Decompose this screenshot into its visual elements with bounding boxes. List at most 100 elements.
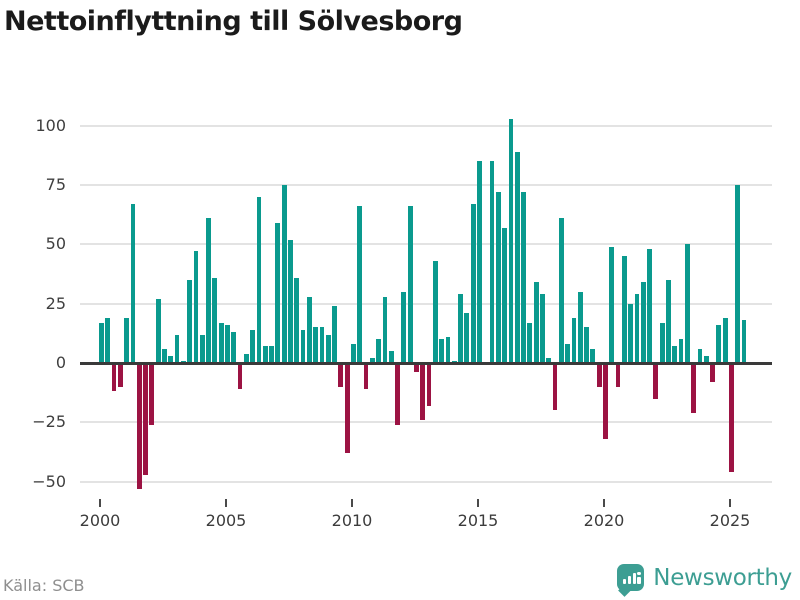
bar <box>105 317 111 363</box>
y-tick-label: −50 <box>32 471 66 491</box>
bar <box>401 291 407 363</box>
bar <box>596 363 602 387</box>
bar <box>577 291 583 363</box>
x-tick-label: 2025 <box>709 511 751 530</box>
bar <box>489 161 495 363</box>
bar <box>609 246 615 363</box>
bar <box>117 363 123 387</box>
bar <box>130 204 136 363</box>
y-tick-label: 0 <box>55 353 66 372</box>
bar <box>149 363 155 425</box>
source-note: Källa: SCB <box>3 576 85 595</box>
bar <box>458 294 463 363</box>
bar <box>640 282 646 363</box>
bar <box>464 313 470 363</box>
bar <box>628 303 634 363</box>
x-tick-label: 2010 <box>331 511 373 530</box>
bar <box>722 317 728 363</box>
bar <box>395 363 400 425</box>
bar <box>659 322 665 363</box>
x-tick-label: 2000 <box>79 511 121 530</box>
bar <box>565 344 571 363</box>
y-gridline <box>80 124 772 127</box>
bar <box>552 363 558 411</box>
bar <box>199 334 205 363</box>
bar <box>162 348 167 363</box>
bar <box>653 363 659 399</box>
bar <box>684 244 690 363</box>
bar <box>363 363 369 390</box>
x-axis-tick <box>603 499 605 507</box>
bar <box>250 329 256 363</box>
bar <box>281 185 287 363</box>
bar <box>136 363 142 489</box>
bar <box>741 320 747 363</box>
bar <box>294 277 300 363</box>
bar <box>521 192 526 363</box>
bar <box>237 363 243 390</box>
bar <box>155 298 161 363</box>
y-tick-label: 50 <box>45 234 66 254</box>
chart-title: Nettoinflyttning till Sölvesborg <box>4 6 463 37</box>
bar <box>218 322 224 363</box>
y-tick-label: 75 <box>45 175 66 195</box>
bar <box>729 363 734 473</box>
bar <box>168 355 174 363</box>
bar <box>495 192 501 363</box>
y-gridline <box>80 302 772 305</box>
bar <box>319 327 325 363</box>
bar <box>344 363 350 454</box>
bar <box>590 348 596 363</box>
newsworthy-wordmark: Newsworthy <box>653 564 792 591</box>
bar <box>231 332 237 363</box>
bar <box>615 363 621 387</box>
bar <box>621 256 627 363</box>
x-axis-tick <box>351 499 353 507</box>
bar <box>288 239 293 363</box>
bar <box>325 334 331 363</box>
x-axis-tick <box>99 499 101 507</box>
y-gridline <box>80 184 772 187</box>
bar <box>703 355 709 363</box>
bar <box>269 346 274 363</box>
bar <box>514 151 520 363</box>
y-gridline <box>80 480 772 483</box>
bar <box>432 260 438 363</box>
bar <box>672 346 678 363</box>
bar <box>691 363 697 413</box>
bar <box>313 327 319 363</box>
bar <box>338 363 344 387</box>
y-gridline <box>80 421 772 424</box>
x-axis-tick <box>225 499 227 507</box>
bar <box>508 118 514 363</box>
bar <box>300 329 306 363</box>
y-tick-label: −25 <box>32 412 66 432</box>
bar <box>262 346 268 363</box>
zero-axis-line <box>80 361 772 365</box>
bar <box>527 322 533 363</box>
newsworthy-logo: Newsworthy <box>617 564 792 597</box>
x-tick-label: 2005 <box>205 511 247 530</box>
bar <box>143 363 148 475</box>
bar <box>540 294 545 363</box>
x-tick-label: 2020 <box>583 511 625 530</box>
bar <box>351 344 356 363</box>
bar <box>603 363 608 439</box>
bar <box>376 339 382 363</box>
bar <box>382 296 388 363</box>
bar <box>111 363 117 392</box>
chart-bubble-icon <box>617 564 645 597</box>
bar <box>571 317 577 363</box>
bar <box>710 363 715 382</box>
bar <box>357 206 363 363</box>
bar <box>407 206 413 363</box>
speech-tail <box>618 584 632 597</box>
bar <box>716 325 722 363</box>
bar <box>533 282 539 363</box>
bar <box>647 249 652 363</box>
bar <box>206 218 211 363</box>
bar <box>275 222 281 363</box>
bar <box>124 317 130 363</box>
bar <box>678 339 684 363</box>
